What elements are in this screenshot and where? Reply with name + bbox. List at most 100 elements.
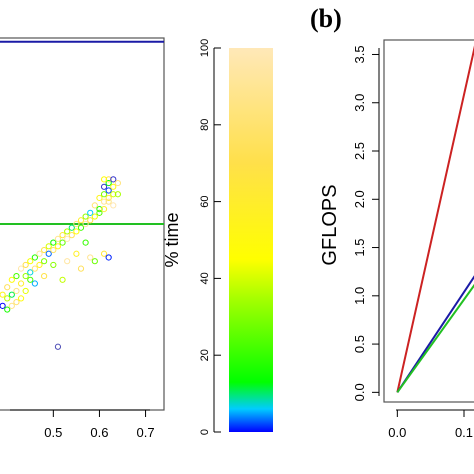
colorbar-tick-label: 20 xyxy=(199,349,211,361)
scatter-point xyxy=(22,287,29,295)
gflops-series-line-blue xyxy=(396,275,474,393)
gflops-y-axis: 0.0 0.5 1.0 1.5 2.0 2.5 3.0 3.5 xyxy=(352,45,379,401)
scatter-point xyxy=(77,217,85,224)
gflops-y-tick-label: 1.5 xyxy=(352,239,367,257)
scatter-point xyxy=(68,232,75,239)
colorbar-tick-label: 40 xyxy=(199,272,211,284)
scatter-x-tick-label: 0.5 xyxy=(44,425,62,440)
scatter-point xyxy=(50,239,57,246)
gflops-series-line-red xyxy=(396,45,474,393)
gflops-series xyxy=(396,45,474,393)
scatter-point xyxy=(41,258,48,265)
scatter-point xyxy=(54,243,62,250)
scatter-point xyxy=(96,194,103,202)
colorbar-panel: 0 20 40 60 80 100 % time xyxy=(162,39,273,435)
colorbar-tick-label: 60 xyxy=(199,195,211,207)
gflops-y-axis-title: GFLOPS xyxy=(319,184,341,265)
scatter-point xyxy=(36,250,43,257)
scatter-point xyxy=(54,235,62,242)
scatter-point xyxy=(17,265,25,272)
gflops-y-tick-label: 3.5 xyxy=(352,45,367,63)
scatter-point xyxy=(100,250,108,257)
scatter-point xyxy=(0,302,6,309)
scatter-point xyxy=(110,202,117,209)
gflops-plot-frame xyxy=(383,39,474,403)
scatter-point xyxy=(22,261,29,269)
scatter-point xyxy=(13,299,20,306)
gflops-y-tick-label: 0.0 xyxy=(352,383,367,401)
scatter-point xyxy=(45,250,52,257)
scatter-point xyxy=(91,213,98,220)
gflops-series-line-green xyxy=(396,283,474,393)
scatter-point xyxy=(73,250,80,257)
scatter-point xyxy=(68,224,75,231)
scatter-point xyxy=(50,261,57,269)
gflops-panel: (b) 0.0 0.5 1.0 1.5 2.0 2.5 3.0 3.5 0.0 0.1 GFLO… xyxy=(310,4,474,440)
scatter-point xyxy=(0,291,6,298)
scatter-point xyxy=(100,183,108,190)
scatter-point xyxy=(110,191,117,198)
gflops-y-tick-label: 0.5 xyxy=(352,335,367,353)
gflops-x-tick-label: 0.1 xyxy=(455,425,473,440)
gflops-y-tick-label: 2.5 xyxy=(352,142,367,160)
scatter-point xyxy=(105,254,112,261)
gflops-x-axis: 0.0 0.1 xyxy=(388,410,473,440)
colorbar-label: % time xyxy=(162,212,182,267)
scatter-point xyxy=(87,217,94,224)
scatter-point xyxy=(13,272,20,280)
scatter-point xyxy=(27,269,34,276)
scatter-point xyxy=(8,291,15,298)
colorbar-axis: 0 20 40 60 80 100 xyxy=(199,39,221,435)
scatter-panel: 0.5 0.6 0.7 xyxy=(0,37,165,440)
scatter-point xyxy=(87,254,94,261)
scatter-points xyxy=(0,176,121,350)
scatter-point xyxy=(17,280,25,287)
scatter-x-tick-label: 0.7 xyxy=(137,425,155,440)
scatter-point xyxy=(64,235,71,242)
scatter-point xyxy=(114,179,121,187)
gflops-y-tick-label: 2.0 xyxy=(352,190,367,208)
scatter-point xyxy=(36,261,43,269)
scatter-point xyxy=(31,280,38,287)
scatter-point xyxy=(31,254,38,261)
scatter-point xyxy=(100,206,108,213)
scatter-reference-lines xyxy=(0,40,164,225)
colorbar-gradient xyxy=(229,48,273,432)
scatter-point xyxy=(4,284,11,291)
colorbar-tick-label: 100 xyxy=(199,39,211,57)
scatter-point xyxy=(59,276,66,283)
scatter-point xyxy=(114,191,121,198)
scatter-point xyxy=(73,228,80,235)
scatter-point xyxy=(105,179,112,187)
scatter-point xyxy=(110,183,117,190)
scatter-point xyxy=(96,206,103,213)
scatter-point xyxy=(59,232,66,239)
scatter-point xyxy=(100,198,108,205)
scatter-point xyxy=(8,276,15,283)
scatter-point xyxy=(4,295,11,302)
scatter-point xyxy=(13,287,20,295)
scatter-point xyxy=(82,239,89,246)
scatter-point xyxy=(77,224,85,231)
scatter-point xyxy=(41,272,48,280)
scatter-point xyxy=(91,258,98,265)
scatter-point xyxy=(50,246,57,254)
scatter-point xyxy=(82,220,89,228)
scatter-point xyxy=(31,265,38,272)
scatter-point xyxy=(77,265,85,272)
colorbar-tick-label: 80 xyxy=(199,119,211,131)
scatter-point xyxy=(4,306,11,313)
scatter-point xyxy=(54,343,62,350)
colorbar-tick-label: 0 xyxy=(199,429,211,435)
scatter-point xyxy=(100,191,108,198)
gflops-y-tick-label: 3.0 xyxy=(352,94,367,112)
scatter-point xyxy=(8,302,15,309)
scatter-point xyxy=(45,243,52,250)
scatter-point xyxy=(105,194,112,202)
gflops-x-tick-label: 0.0 xyxy=(388,425,406,440)
scatter-point xyxy=(41,246,48,254)
scatter-point xyxy=(82,213,89,220)
scatter-point xyxy=(27,258,34,265)
scatter-x-axis: 0.5 0.6 0.7 xyxy=(10,409,155,440)
scatter-point xyxy=(105,187,112,194)
